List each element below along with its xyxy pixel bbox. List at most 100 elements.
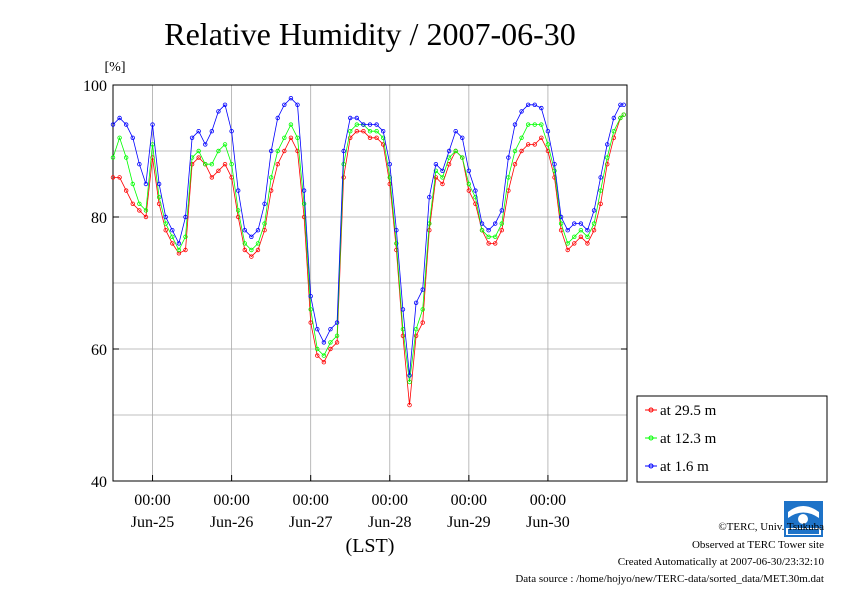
data-point	[321, 360, 327, 365]
x-tick-date-label: Jun-26	[210, 514, 254, 531]
data-point	[407, 402, 412, 408]
series-0	[110, 112, 626, 408]
data-point	[400, 333, 406, 338]
data-point	[117, 175, 122, 180]
x-tick-date-label: Jun-25	[131, 514, 175, 531]
data-point	[268, 175, 274, 180]
data-point	[367, 128, 373, 134]
data-point	[512, 148, 518, 154]
data-point	[618, 115, 623, 121]
data-point	[255, 227, 261, 233]
data-point	[328, 340, 333, 345]
data-point	[519, 135, 524, 140]
data-point	[460, 155, 465, 160]
data-point	[301, 188, 307, 193]
data-point	[499, 227, 504, 233]
data-point	[433, 161, 439, 167]
data-point	[216, 168, 221, 173]
data-point	[334, 333, 340, 338]
data-point	[387, 161, 392, 167]
data-point	[117, 115, 122, 121]
data-point	[117, 135, 122, 140]
data-point	[222, 102, 228, 107]
data-point	[203, 142, 208, 147]
data-point	[354, 122, 360, 127]
data-point	[493, 241, 498, 246]
data-point	[394, 227, 399, 233]
series-layer	[110, 95, 626, 408]
series-line	[113, 114, 624, 406]
footer-credit: ©TERC, Univ. Tsukuba	[718, 521, 824, 533]
data-point	[558, 214, 564, 220]
data-point	[222, 161, 228, 167]
data-point	[176, 241, 182, 246]
data-point	[400, 307, 406, 312]
data-point	[605, 161, 610, 167]
chart-title: Relative Humidity / 2007-06-30	[164, 16, 576, 52]
data-point	[486, 234, 491, 239]
data-point	[453, 148, 458, 154]
data-point	[512, 122, 518, 127]
y-tick-label: 100	[83, 78, 107, 95]
data-point	[308, 307, 313, 312]
plot-frame	[112, 84, 628, 482]
data-point	[506, 175, 511, 180]
data-point	[585, 234, 590, 239]
data-point	[348, 128, 353, 134]
data-point	[275, 148, 280, 154]
data-point	[315, 353, 320, 358]
data-point	[209, 175, 215, 180]
data-point	[552, 168, 557, 173]
data-point	[242, 227, 247, 233]
data-point	[519, 148, 524, 154]
data-point	[532, 102, 537, 107]
data-point	[605, 155, 610, 160]
legend-swatch-marker	[648, 435, 654, 441]
data-point	[420, 287, 425, 292]
data-point	[361, 122, 366, 127]
data-point	[222, 142, 228, 147]
x-tick-date-label: Jun-27	[289, 514, 333, 531]
data-point	[578, 234, 584, 239]
legend-label: at 12.3 m	[660, 431, 717, 447]
data-point	[407, 379, 412, 385]
data-point	[572, 234, 577, 239]
data-point	[176, 247, 182, 253]
data-point	[341, 175, 346, 180]
data-point	[354, 128, 360, 134]
data-point	[262, 201, 267, 206]
series-line	[112, 97, 624, 376]
data-point	[519, 109, 524, 114]
data-point	[282, 102, 287, 107]
data-point	[321, 353, 327, 358]
data-point	[565, 241, 570, 246]
data-point	[440, 175, 445, 180]
data-point	[493, 221, 498, 226]
data-point	[203, 161, 208, 167]
data-point	[255, 241, 261, 246]
data-point	[249, 254, 254, 259]
data-point	[308, 320, 313, 325]
data-point	[367, 135, 373, 140]
data-point	[249, 234, 254, 239]
data-point	[479, 227, 485, 233]
data-point	[315, 327, 320, 332]
data-point	[525, 122, 531, 127]
data-point	[348, 135, 353, 140]
y-unit-label: [%]	[105, 60, 126, 75]
data-point	[506, 155, 511, 160]
data-point	[611, 115, 617, 121]
data-point	[216, 148, 221, 154]
terc-logo	[784, 501, 823, 537]
x-tick-date-label: Jun-29	[447, 514, 491, 531]
data-point	[621, 102, 626, 107]
legend-swatch-marker	[648, 407, 654, 413]
data-point	[334, 320, 340, 325]
data-point	[229, 128, 234, 134]
data-point	[295, 102, 300, 107]
data-point	[512, 161, 518, 167]
data-point	[374, 135, 379, 140]
data-point	[374, 128, 379, 134]
legend-swatch-marker	[648, 463, 654, 469]
